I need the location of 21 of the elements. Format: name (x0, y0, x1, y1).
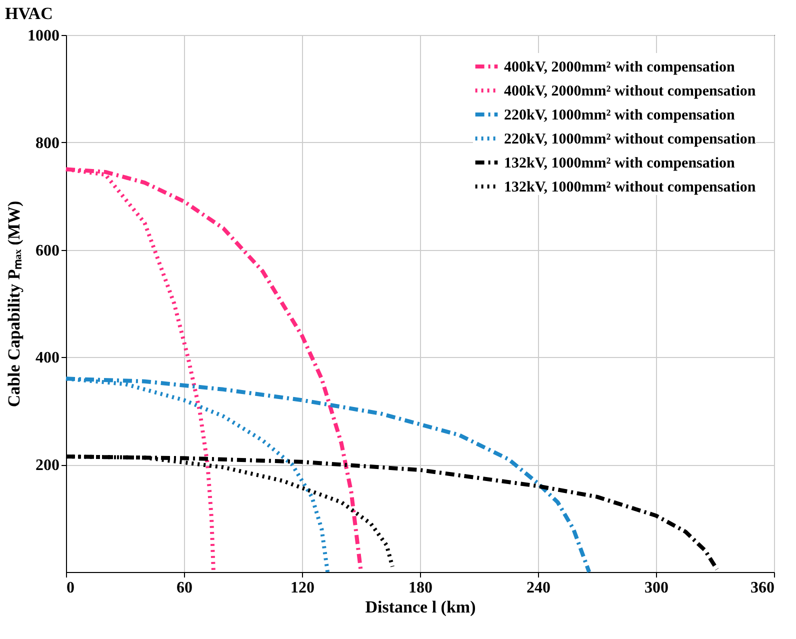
y-tick-label: 600 (36, 242, 60, 260)
legend-label: 220kV, 1000mm² with compensation (504, 108, 736, 124)
y-axis-title: Cable Capability Pₘₐₓ (MW) (4, 200, 24, 408)
y-tick-label: 1000 (28, 28, 60, 44)
x-tick-label: 180 (408, 580, 432, 596)
legend-label: 132kV, 1000mm² without compensation (504, 180, 756, 196)
legend-label: 400kV, 2000mm² with compensation (504, 60, 736, 76)
x-tick-label: 120 (290, 580, 314, 596)
legend-label: 132kV, 1000mm² with compensation (504, 156, 736, 172)
x-tick-label: 360 (750, 580, 774, 596)
y-tick-label: 800 (36, 134, 60, 152)
x-tick-label: 60 (176, 580, 192, 596)
y-tick-label: 400 (36, 350, 60, 367)
x-tick-label: 300 (644, 580, 668, 596)
x-axis-title: Distance l (km) (365, 598, 476, 616)
chart-title: HVAC (5, 4, 53, 23)
x-tick-label: 240 (526, 580, 550, 596)
legend-label: 220kV, 1000mm² without compensation (504, 132, 756, 148)
y-tick-label: 200 (36, 457, 60, 474)
x-tick-label: 0 (66, 580, 74, 596)
legend-label: 400kV, 2000mm² without compensation (504, 84, 756, 100)
